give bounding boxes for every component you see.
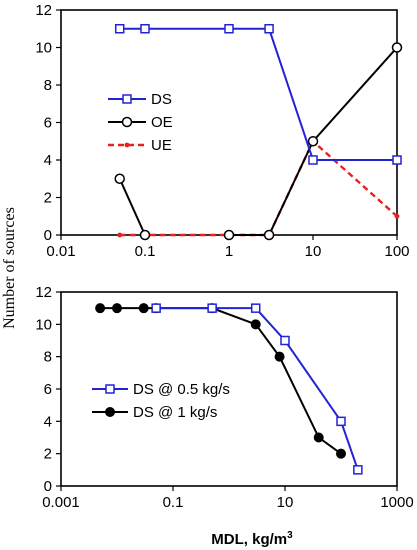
data-point [353, 465, 363, 475]
data-point [274, 351, 285, 362]
data-point [114, 173, 125, 184]
series-line [229, 46, 398, 236]
data-point [114, 24, 125, 34]
data-point [280, 335, 290, 346]
y-tick-label: 6 [44, 381, 52, 398]
data-point [112, 303, 122, 314]
y-tick-label: 2 [44, 446, 52, 463]
data-point [138, 303, 149, 314]
y-tick-label: 10 [35, 40, 52, 57]
y-tick-label: 4 [44, 152, 52, 169]
data-point [250, 319, 261, 330]
y-tick-label: 8 [44, 349, 52, 366]
y-tick-label: 4 [44, 413, 52, 430]
x-tick-label: 0.1 [163, 494, 184, 511]
data-point [121, 116, 133, 128]
legend-label: DS @ 0.5 kg/s [133, 381, 230, 398]
data-point [308, 155, 318, 165]
data-point [105, 407, 115, 417]
series-ds [114, 24, 402, 165]
y-tick-label: 2 [44, 190, 52, 207]
data-point [264, 24, 274, 34]
y-tick-label: 12 [35, 2, 52, 19]
legend-item-oe: OE [108, 114, 173, 131]
legend-item-ue: UE [108, 137, 172, 154]
legend-item-ds-1-kg-s: DS @ 1 kg/s [92, 404, 217, 421]
y-tick-label: 8 [44, 77, 52, 94]
series-oe [114, 42, 403, 241]
data-point [124, 142, 130, 148]
x-tick-label: 1 [225, 243, 233, 260]
data-point [336, 416, 346, 427]
data-point [140, 24, 150, 34]
data-point [95, 303, 106, 314]
x-tick-label: 100 [384, 243, 409, 260]
legend-item-ds: DS [108, 91, 172, 108]
data-point [336, 448, 346, 459]
data-point [224, 24, 234, 34]
legend: DS OE UE [108, 91, 173, 154]
y-tick-label: 0 [44, 478, 52, 495]
legend-label: DS [151, 91, 172, 108]
x-tick-label: 0.1 [135, 243, 156, 260]
y-tick-label: 12 [35, 284, 52, 301]
legend-label: OE [151, 114, 173, 131]
series-ds-0-5-kg-s [151, 303, 363, 475]
x-tick-label: 0.001 [42, 494, 80, 511]
x-tick-label: 1000 [380, 494, 413, 511]
legend-label: DS @ 1 kg/s [133, 404, 217, 421]
x-tick-label: 10 [277, 494, 294, 511]
y-tick-label: 10 [35, 316, 52, 333]
data-point [207, 303, 217, 313]
y-tick-label: 6 [44, 115, 52, 132]
data-point [394, 213, 400, 219]
data-point [139, 229, 151, 241]
x-axis-label: MDL, kg/m3 [211, 530, 293, 548]
series-line [119, 139, 398, 237]
x-tick-label: 0.01 [46, 243, 75, 260]
y-tick-label: 0 [44, 227, 52, 244]
data-point [105, 384, 115, 394]
y-axis-label: Number of sources [1, 207, 18, 329]
series-line [156, 307, 359, 471]
data-point [392, 155, 402, 165]
legend: DS @ 0.5 kg/s DS @ 1 kg/s [92, 381, 230, 421]
data-point [263, 229, 275, 241]
data-point [307, 136, 319, 147]
data-point [117, 232, 123, 238]
legend-label: UE [151, 137, 172, 154]
data-point [391, 42, 403, 53]
series-line [118, 178, 146, 236]
data-point [122, 94, 132, 104]
data-point [250, 303, 261, 313]
data-point [151, 303, 161, 313]
data-point [313, 432, 324, 443]
data-point [223, 229, 235, 241]
x-tick-label: 10 [305, 243, 322, 260]
legend-item-ds-0-5-kg-s: DS @ 0.5 kg/s [92, 381, 230, 398]
top-chart-panel: 0 2 4 6 8 10 12 0.01 0.1 1 10 100 DS OE UE [35, 2, 409, 260]
